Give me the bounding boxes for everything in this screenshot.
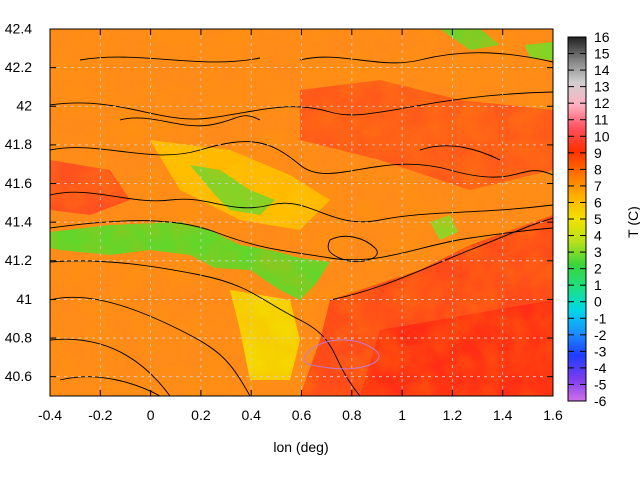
y-axis-tick-label-6: 41.8 bbox=[5, 136, 32, 152]
colorbar-tick-label-20: 14 bbox=[594, 62, 610, 78]
colorbar-label: T (C) bbox=[625, 206, 640, 238]
y-axis-tick-label-3: 41.2 bbox=[5, 252, 32, 268]
x-axis-tick-label-10: 1.6 bbox=[543, 407, 563, 423]
colorbar-tick-label-3: -3 bbox=[594, 343, 607, 359]
colorbar-tick-label-11: 5 bbox=[594, 211, 602, 227]
x-axis-tick-label-8: 1.2 bbox=[443, 407, 463, 423]
colorbar-tick-label-21: 15 bbox=[594, 46, 610, 62]
colorbar-tick-label-9: 3 bbox=[594, 244, 602, 260]
x-axis-tick-label-3: 0.2 bbox=[191, 407, 211, 423]
colorbar-tick-label-5: -1 bbox=[594, 310, 607, 326]
x-axis-tick-label-2: 0 bbox=[147, 407, 155, 423]
plot-area bbox=[50, 29, 553, 396]
y-axis-tick-label-9: 42.4 bbox=[5, 20, 32, 36]
colorbar-tick-label-1: -5 bbox=[594, 376, 607, 392]
colorbar-tick-label-7: 1 bbox=[594, 277, 602, 293]
axis-ticks bbox=[49, 28, 554, 396]
colorbar-tick-label-6: 0 bbox=[594, 294, 602, 310]
colorbar-tick-label-22: 16 bbox=[594, 29, 610, 45]
grid-lines bbox=[50, 29, 553, 396]
colorbar-tick-label-16: 10 bbox=[594, 128, 610, 144]
x-axis-tick-label-6: 0.8 bbox=[342, 407, 362, 423]
x-axis-tick-label-5: 0.6 bbox=[292, 407, 312, 423]
x-axis-tick-label-4: 0.4 bbox=[241, 407, 261, 423]
contour-lines bbox=[50, 52, 553, 396]
colorbar-tick-label-10: 4 bbox=[594, 228, 602, 244]
y-axis-tick-label-5: 41.6 bbox=[5, 175, 32, 191]
colorbar-tick-label-15: 9 bbox=[594, 145, 602, 161]
x-axis-tick-label-9: 1.4 bbox=[493, 407, 513, 423]
colorbar-tick-label-12: 6 bbox=[594, 194, 602, 210]
x-axis-tick-label-0: -0.4 bbox=[38, 407, 62, 423]
y-axis-tick-label-4: 41.4 bbox=[5, 214, 32, 230]
colorbar-tick-label-17: 11 bbox=[594, 112, 609, 128]
contour-line-violet bbox=[303, 339, 380, 370]
colorbar-tick-label-19: 13 bbox=[594, 79, 610, 95]
colorbar-tick-label-8: 2 bbox=[594, 261, 602, 277]
x-axis-tick-label-1: -0.2 bbox=[88, 407, 112, 423]
colorbar-tick-label-0: -6 bbox=[594, 393, 607, 409]
colorbar-tick-label-14: 8 bbox=[594, 161, 602, 177]
y-axis-tick-label-2: 41 bbox=[16, 291, 32, 307]
colorbar-tick-label-18: 12 bbox=[594, 95, 610, 111]
y-axis-tick-label-8: 42.2 bbox=[5, 59, 32, 75]
x-axis-tick-label-7: 1 bbox=[398, 407, 406, 423]
y-axis-tick-label-1: 40.8 bbox=[5, 329, 32, 345]
colorbar-tick-label-13: 7 bbox=[594, 178, 602, 194]
colorbar-tick-label-4: -2 bbox=[594, 327, 607, 343]
colorbar-tick-label-2: -4 bbox=[594, 360, 607, 376]
x-axis-label: lon (deg) bbox=[273, 439, 328, 455]
y-axis-tick-label-0: 40.6 bbox=[5, 368, 32, 384]
y-axis-tick-label-7: 42 bbox=[16, 98, 32, 114]
